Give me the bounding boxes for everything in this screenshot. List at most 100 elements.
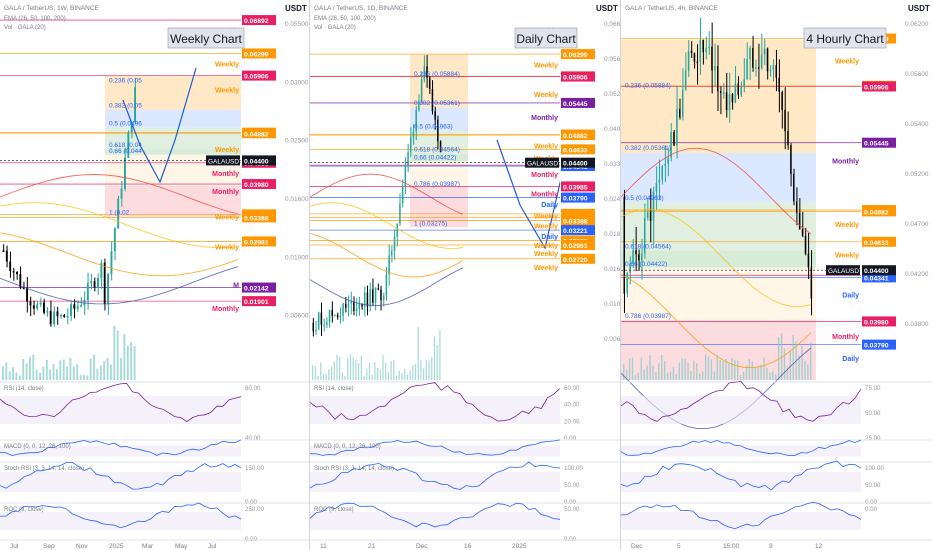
fib-zone <box>105 185 243 217</box>
candle-body <box>731 94 734 103</box>
axis-tick: 0.02400 <box>604 196 620 203</box>
candle-body <box>342 303 344 316</box>
volume-bar <box>687 363 689 380</box>
price-tag: 0.02142 <box>244 286 269 293</box>
volume-bar <box>113 325 116 380</box>
fib-label: 0.5 (0.04963) <box>625 195 664 202</box>
volume-bar <box>363 375 365 380</box>
currency-label: USDT <box>596 4 618 13</box>
price-tag: 0.06299 <box>563 52 588 59</box>
candle-body <box>743 79 745 87</box>
title-box <box>514 27 578 49</box>
level-tag: Monthly <box>531 192 558 199</box>
indicator-label: EMA (26, 50, 100, 200) <box>4 16 66 22</box>
axis-tick: 0.01600 <box>285 196 309 203</box>
daily-chart-svg[interactable]: 0.236 (0.05884) 0.382 (0.05361) 0.5 (0.049… <box>310 0 620 550</box>
candle-body <box>655 183 658 192</box>
axis-tick: 0.01800 <box>604 231 620 238</box>
volume-bar <box>631 357 634 380</box>
pane-tick: 40.00 <box>564 402 580 409</box>
candle-body <box>124 157 126 189</box>
price-tag: 0.03388 <box>244 215 269 222</box>
candle-body <box>418 100 420 111</box>
volume-bar <box>49 369 52 380</box>
four-hour-chart-svg[interactable]: 0.236 (0.05884) 0.382 (0.05361) 0.5 (0.049… <box>621 0 932 550</box>
ticker-price: 0.04400 <box>244 158 269 165</box>
candle-body <box>328 310 331 323</box>
time-tick: Jul <box>208 543 217 550</box>
level-tag: Monthly <box>212 306 239 313</box>
ticker-price-bg <box>862 265 896 276</box>
volume-bar <box>663 360 666 380</box>
price-tag-bg <box>561 253 595 264</box>
volume-bar <box>83 375 85 380</box>
ticker-price: 0.04400 <box>563 161 588 168</box>
axis-tick: 0.01600 <box>604 266 620 273</box>
candle-body <box>410 137 412 153</box>
price-tag: 0.03790 <box>563 196 588 203</box>
axis-tick: 0.01000 <box>285 254 309 261</box>
pane-tick: 0.00 <box>865 506 878 513</box>
volume-bar <box>649 355 651 380</box>
fib-label: 0.236 (0.05884) <box>414 71 460 78</box>
candle-body <box>63 314 66 318</box>
candle-body <box>801 229 804 236</box>
fib-zone <box>410 153 468 162</box>
price-tag-bg <box>561 130 595 141</box>
candle-body <box>80 305 82 307</box>
axis-tick: 0.04700 <box>905 221 929 228</box>
candle-body <box>320 312 323 325</box>
candle-body <box>641 253 643 261</box>
weekly-chart-panel[interactable]: 0.236 (0.05 0.382 (0.05 0.5 (0.0496 0.618 (… <box>0 0 309 550</box>
chart-header: GALA / TetherUS, 1D, BINANCE <box>314 5 408 12</box>
time-tick: Dec <box>631 543 643 550</box>
volume-bar <box>22 358 25 380</box>
candle-body <box>334 314 336 317</box>
volume-bar <box>404 368 406 380</box>
volume-bar <box>772 371 774 380</box>
candle-body <box>778 77 780 92</box>
candle-body <box>629 263 631 273</box>
price-tag: 0.05445 <box>864 141 889 148</box>
level-tag: Weekly <box>215 215 239 222</box>
fib-label: 0.236 (0.05 <box>109 77 142 84</box>
volume-bar <box>625 369 628 380</box>
level-tag: Monthly <box>531 172 558 179</box>
ema-line <box>0 202 239 249</box>
pane-label: ROC (9, close) <box>314 507 354 513</box>
volume-bar <box>45 359 48 380</box>
candle-body <box>766 48 769 72</box>
volume-bar <box>328 369 330 380</box>
level-tag: Weekly <box>215 62 239 69</box>
pane-label: Stoch RSI (3, 3, 14, 14, close) <box>4 466 84 472</box>
weekly-chart-svg[interactable]: 0.236 (0.05 0.382 (0.05 0.5 (0.0496 0.618 (… <box>0 0 309 550</box>
pane-band <box>621 445 861 457</box>
ticker-price: 0.04400 <box>864 268 889 275</box>
pane-label: ROC (9, close) <box>4 507 44 513</box>
level-tag: Weekly <box>215 87 239 94</box>
volume-bar <box>737 361 739 380</box>
indicator-label: EMA (26, 50, 100, 200) <box>314 16 376 22</box>
volume-bar <box>757 367 759 380</box>
price-tag: 0.05906 <box>864 84 889 91</box>
candle-body <box>110 251 113 275</box>
volume-bar <box>317 375 319 380</box>
daily-chart-panel[interactable]: 0.236 (0.05884) 0.382 (0.05361) 0.5 (0.049… <box>310 0 620 550</box>
level-tag: Weekly <box>215 245 239 252</box>
volume-bar <box>59 360 62 380</box>
volume-bar <box>382 355 384 380</box>
four-hour-chart-panel[interactable]: 0.236 (0.05884) 0.382 (0.05361) 0.5 (0.049… <box>621 0 932 550</box>
price-tag-bg <box>561 225 595 236</box>
volume-bar <box>412 365 414 380</box>
candle-body <box>120 188 123 199</box>
axis-tick: 0.05500 <box>285 21 309 28</box>
price-tag: 0.04882 <box>244 131 269 138</box>
price-tag-bg <box>242 128 276 139</box>
volume-bar <box>725 359 727 380</box>
level-tag: Weekly <box>215 147 239 154</box>
indicator-line <box>0 439 242 457</box>
fib-label: 0.786 (0.03987) <box>625 313 671 320</box>
indicator-line <box>0 502 242 529</box>
volume-bar <box>110 364 112 380</box>
price-tag-bg <box>561 97 595 108</box>
